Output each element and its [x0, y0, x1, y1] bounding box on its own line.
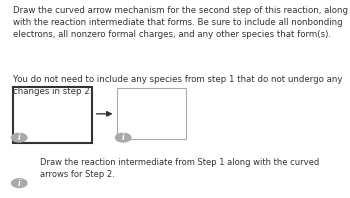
- Text: i: i: [18, 133, 21, 142]
- Circle shape: [12, 133, 27, 142]
- Text: Draw the curved arrow mechanism for the second step of this reaction, along
with: Draw the curved arrow mechanism for the …: [13, 6, 348, 39]
- Circle shape: [116, 133, 131, 142]
- Bar: [13, 87, 92, 143]
- Bar: [117, 88, 186, 139]
- Text: You do not need to include any species from step 1 that do not undergo any
chang: You do not need to include any species f…: [13, 75, 343, 96]
- Text: i: i: [18, 179, 21, 188]
- Text: i: i: [122, 133, 125, 142]
- Text: Draw the reaction intermediate from Step 1 along with the curved
arrows for Step: Draw the reaction intermediate from Step…: [40, 158, 320, 179]
- Circle shape: [12, 179, 27, 188]
